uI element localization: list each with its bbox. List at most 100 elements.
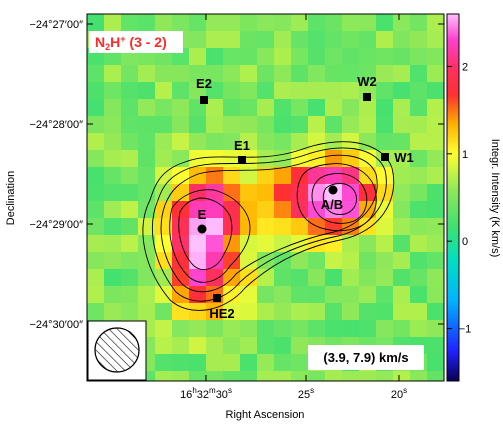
heatmap-pixel	[376, 14, 394, 32]
heatmap-pixel	[104, 167, 122, 185]
heatmap-pixel	[240, 201, 258, 219]
heatmap-pixel	[257, 48, 275, 66]
heatmap-pixel	[308, 48, 326, 66]
heatmap-pixel	[223, 31, 241, 49]
heatmap-pixel	[274, 167, 292, 185]
heatmap-pixel	[104, 99, 122, 117]
heatmap-pixel	[189, 354, 207, 372]
heatmap-pixel	[427, 354, 444, 372]
heatmap-pixel	[223, 116, 241, 134]
heatmap-pixel	[189, 235, 207, 253]
heatmap-pixel	[393, 303, 411, 321]
heatmap-pixel	[223, 167, 241, 185]
heatmap-pixel	[223, 320, 241, 338]
heatmap-pixel	[308, 235, 326, 253]
heatmap-pixel	[257, 14, 275, 32]
heatmap-pixel	[223, 354, 241, 372]
heatmap-pixel	[393, 371, 411, 381]
heatmap-pixel	[393, 99, 411, 117]
heatmap-pixel	[376, 303, 394, 321]
heatmap-pixel	[376, 65, 394, 83]
heatmap-pixel	[189, 371, 207, 381]
heatmap-pixel	[87, 286, 105, 304]
label-W1: W1	[394, 150, 414, 165]
heatmap-pixel	[427, 48, 444, 66]
heatmap-pixel	[410, 235, 428, 253]
heatmap-pixel	[291, 14, 309, 32]
heatmap-pixel	[308, 269, 326, 287]
heatmap-pixel	[240, 31, 258, 49]
heatmap-pixel	[325, 371, 343, 381]
heatmap-pixel	[410, 99, 428, 117]
heatmap-pixel	[172, 150, 190, 168]
heatmap-pixel	[240, 320, 258, 338]
heatmap-pixel	[206, 133, 224, 151]
heatmap-pixel	[240, 48, 258, 66]
heatmap-pixel	[342, 31, 360, 49]
heatmap-pixel	[138, 99, 156, 117]
heatmap-pixel	[308, 31, 326, 49]
heatmap-pixel	[240, 286, 258, 304]
heatmap-pixel	[359, 116, 377, 134]
heatmap-pixel	[410, 116, 428, 134]
heatmap-pixel	[257, 150, 275, 168]
heatmap-pixel	[325, 65, 343, 83]
heatmap-pixel	[342, 371, 360, 381]
heatmap-pixel	[410, 31, 428, 49]
heatmap-pixel	[342, 286, 360, 304]
heatmap-pixel	[206, 167, 224, 185]
heatmap-pixel	[138, 235, 156, 253]
heatmap-pixel	[172, 116, 190, 134]
heatmap-pixel	[291, 48, 309, 66]
heatmap-pixel	[359, 201, 377, 219]
heatmap-pixel	[257, 82, 275, 100]
y-tick-label-4: −24°30′00″	[30, 319, 84, 331]
heatmap-pixel	[223, 184, 241, 202]
heatmap-pixel	[274, 99, 292, 117]
y-axis-label: Declination	[5, 171, 17, 225]
heatmap-pixel	[172, 286, 190, 304]
heatmap-pixel	[87, 184, 105, 202]
heatmap-pixel	[138, 167, 156, 185]
heatmap-pixel	[87, 99, 105, 117]
colorbar-tick-label: 2	[462, 61, 468, 73]
heatmap-pixel	[138, 371, 156, 381]
source-markers: E2 W2 E1 W1 E A/B HE2	[196, 74, 414, 321]
heatmap-pixel	[121, 269, 139, 287]
heatmap-pixel	[189, 201, 207, 219]
heatmap-pixel	[308, 201, 326, 219]
heatmap-pixel	[121, 286, 139, 304]
y-tick-label-2: −24°28′00″	[30, 119, 84, 131]
heatmap-pixel	[240, 218, 258, 236]
heatmap-pixel	[342, 303, 360, 321]
heatmap-pixel	[206, 218, 224, 236]
heatmap-pixel	[342, 150, 360, 168]
heatmap-pixel	[308, 133, 326, 151]
heatmap-pixel	[155, 65, 173, 83]
heatmap-pixel	[104, 269, 122, 287]
heatmap-pixel	[359, 184, 377, 202]
heatmap-pixel	[104, 133, 122, 151]
heatmap-pixel	[342, 184, 360, 202]
heatmap-pixel	[376, 371, 394, 381]
heatmap-pixel	[240, 65, 258, 83]
heatmap-pixel	[291, 269, 309, 287]
heatmap-pixel	[325, 82, 343, 100]
heatmap-pixel	[325, 286, 343, 304]
heatmap-pixel	[291, 320, 309, 338]
heatmap-pixel	[189, 65, 207, 83]
heatmap-pixel	[376, 133, 394, 151]
heatmap-pixel	[240, 184, 258, 202]
contour-level-4	[169, 189, 251, 283]
x-tick-label-2: 25s	[298, 386, 314, 401]
heatmap-pixel	[291, 252, 309, 270]
heatmap-pixel	[206, 150, 224, 168]
heatmap-pixel	[393, 252, 411, 270]
heatmap-pixel	[325, 167, 343, 185]
heatmap-pixel	[155, 286, 173, 304]
heatmap-pixel	[223, 65, 241, 83]
heatmap-pixel	[291, 133, 309, 151]
heatmap-pixel	[189, 82, 207, 100]
heatmap-pixel	[223, 99, 241, 117]
